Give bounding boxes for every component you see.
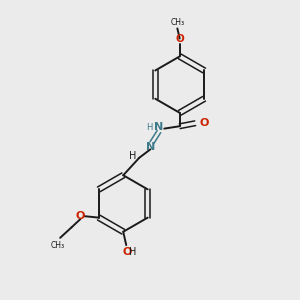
- Text: H: H: [147, 123, 159, 132]
- Text: CH₃: CH₃: [51, 242, 65, 250]
- Text: H: H: [129, 151, 136, 161]
- Text: O: O: [199, 118, 208, 128]
- Text: CH₃: CH₃: [170, 18, 184, 27]
- Text: O: O: [76, 211, 85, 221]
- Text: N: N: [146, 142, 155, 152]
- Text: N: N: [154, 122, 164, 132]
- Text: O: O: [175, 34, 184, 44]
- Text: H: H: [129, 248, 136, 257]
- Text: O: O: [122, 248, 131, 257]
